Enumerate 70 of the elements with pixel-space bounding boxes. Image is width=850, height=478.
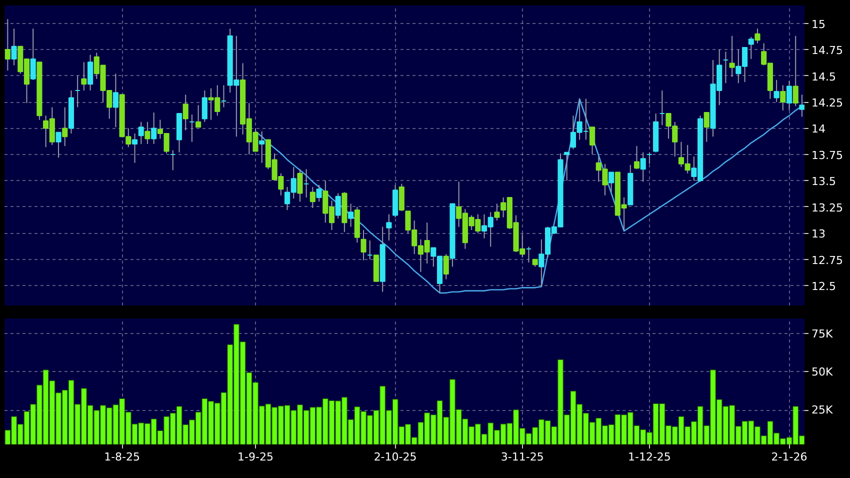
- candlestick: [297, 168, 303, 202]
- candlestick: [704, 112, 710, 142]
- candlestick: [138, 121, 144, 144]
- candlestick: [202, 90, 208, 122]
- candlestick: [189, 114, 195, 142]
- candlestick: [112, 73, 118, 128]
- x-tick-label: 3-11-25: [500, 450, 544, 464]
- y-tick-label: 25K: [812, 404, 834, 417]
- candlestick: [634, 146, 640, 170]
- y-tick-label: 13.5: [812, 175, 836, 188]
- candlestick: [151, 112, 157, 144]
- x-tick-label: 1-9-25: [238, 450, 274, 464]
- candlestick: [774, 79, 780, 103]
- y-tick-label: 12.75: [812, 254, 843, 267]
- y-tick-label: 14.75: [812, 44, 843, 58]
- x-tick-label: 2-10-25: [374, 450, 417, 464]
- candlestick: [62, 106, 68, 147]
- candlestick: [310, 186, 316, 208]
- candlestick: [196, 104, 202, 128]
- candlestick: [316, 184, 322, 202]
- x-tick-label: 2-1-26: [771, 450, 808, 464]
- candlestick: [646, 152, 652, 164]
- candlestick: [398, 183, 404, 212]
- y-tick-label: 14.5: [812, 70, 836, 84]
- y-tick-label: 14.25: [812, 96, 843, 110]
- candlestick: [386, 214, 392, 241]
- candlestick: [786, 80, 792, 111]
- candlestick: [780, 84, 786, 111]
- candlestick: [81, 62, 87, 91]
- candlestick: [170, 150, 176, 171]
- candlestick: [11, 28, 17, 66]
- candlestick: [56, 132, 62, 158]
- candlestick: [132, 132, 138, 164]
- candlestick: [367, 240, 373, 260]
- candlestick: [259, 130, 265, 164]
- candlestick: [564, 152, 570, 182]
- candlestick: [640, 152, 646, 182]
- y-tick-label: 15: [812, 18, 826, 31]
- candlestick: [792, 35, 798, 107]
- candlestick: [360, 229, 366, 261]
- y-tick-label: 13: [812, 228, 826, 241]
- candlestick: [87, 54, 94, 91]
- candlestick: [304, 168, 310, 198]
- candlestick: [335, 192, 341, 219]
- x-tick-label: 1-8-25: [104, 450, 140, 464]
- candlestick: [182, 94, 188, 131]
- candlestick: [4, 18, 10, 72]
- y-tick-label: 13.25: [812, 201, 843, 214]
- candlestick: [729, 35, 735, 78]
- candlestick: [494, 203, 500, 222]
- y-tick-label: 50K: [812, 365, 834, 378]
- y-tick-label: 12.5: [812, 280, 836, 294]
- candlestick: [220, 84, 227, 108]
- candlestick: [348, 203, 354, 228]
- candlestick: [526, 246, 532, 263]
- x-tick-label: 1-12-25: [628, 450, 671, 464]
- candlestick: [74, 75, 80, 108]
- candlestick: [799, 94, 804, 118]
- candlestick: [443, 254, 449, 280]
- candlestick: [608, 172, 614, 193]
- candlestick: [754, 28, 760, 44]
- y-tick-label: 14: [812, 122, 826, 136]
- candlestick: [748, 36, 754, 60]
- y-tick-label: 13.75: [812, 148, 843, 162]
- candlestick: [30, 28, 36, 80]
- candlestick: [144, 121, 150, 144]
- y-tick-label: 75K: [812, 327, 834, 340]
- candlestick: [589, 126, 596, 155]
- candlestick: [659, 90, 665, 126]
- candlestick: [722, 51, 728, 84]
